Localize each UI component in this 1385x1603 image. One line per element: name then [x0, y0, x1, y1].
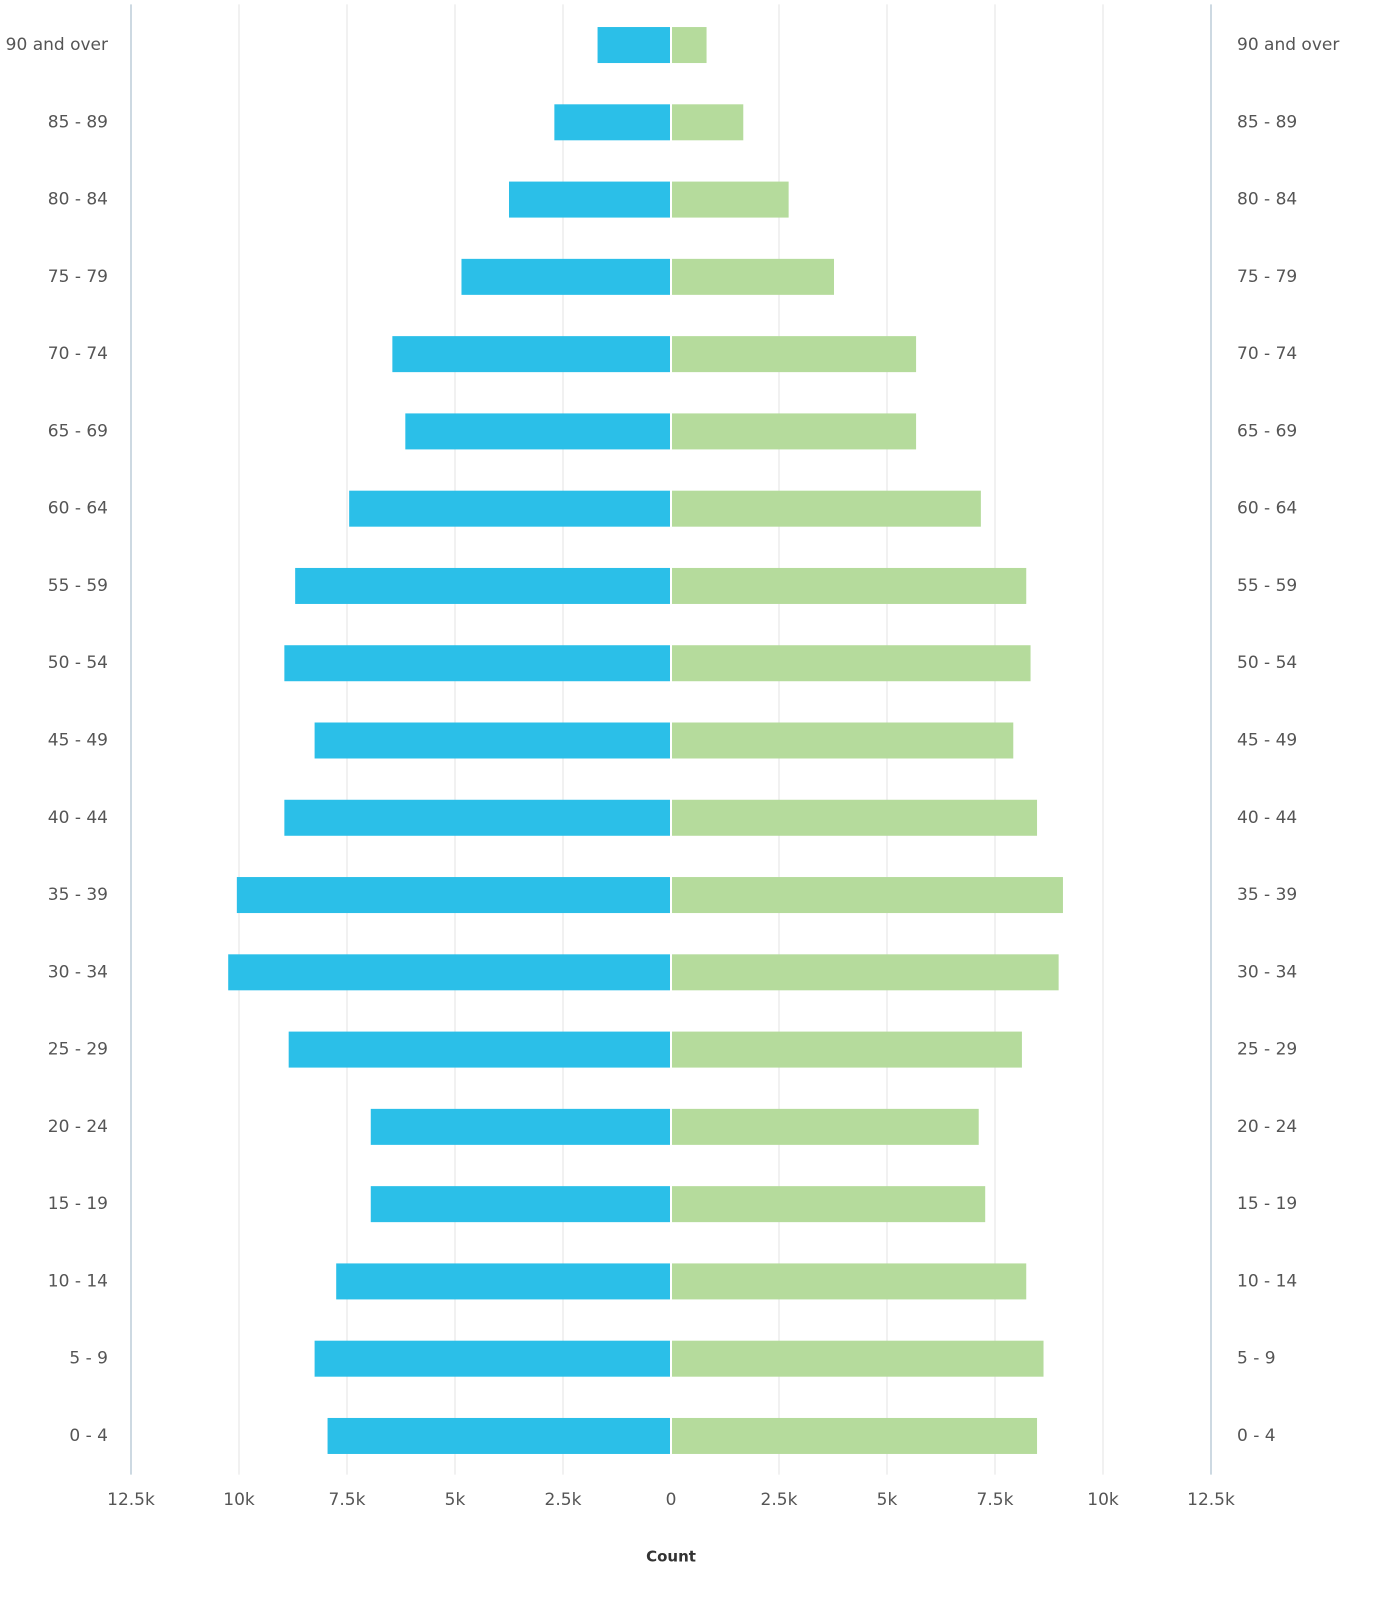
y-tick-label: 5 - 9	[69, 1349, 108, 1369]
x-axis-label: Count	[646, 1548, 696, 1566]
bar	[672, 413, 917, 450]
bar	[672, 877, 1063, 914]
x-tick-label: 2.5k	[761, 1490, 798, 1510]
bar	[672, 258, 834, 295]
bar	[672, 567, 1027, 604]
y-tick-label: 85 - 89	[1237, 112, 1297, 132]
y-tick-label: 10 - 14	[48, 1271, 108, 1291]
bar	[288, 1031, 670, 1068]
bar	[672, 27, 707, 64]
x-tick-label: 5k	[877, 1490, 898, 1510]
bar	[672, 722, 1014, 759]
x-tick-label: 12.5k	[107, 1490, 155, 1510]
bar	[392, 336, 670, 373]
bar	[672, 1108, 979, 1145]
bar	[336, 1263, 670, 1300]
bar	[314, 722, 670, 759]
bar	[327, 1417, 670, 1454]
bar	[461, 258, 670, 295]
y-tick-label: 25 - 29	[48, 1040, 108, 1060]
bar	[314, 1340, 670, 1377]
y-tick-label: 0 - 4	[69, 1426, 108, 1446]
bar	[672, 1417, 1038, 1454]
y-tick-label: 90 and over	[1237, 35, 1339, 55]
x-tick-label: 7.5k	[977, 1490, 1014, 1510]
bar	[672, 954, 1059, 991]
x-tick-label: 0	[666, 1490, 677, 1510]
bar	[672, 181, 789, 218]
x-tick-label: 10k	[223, 1490, 255, 1510]
y-tick-label: 25 - 29	[1237, 1040, 1297, 1060]
bar	[597, 27, 670, 64]
bar	[405, 413, 670, 450]
y-tick-label: 65 - 69	[48, 421, 108, 441]
y-tick-label: 10 - 14	[1237, 1271, 1297, 1291]
y-tick-label: 35 - 39	[48, 885, 108, 905]
y-tick-label: 40 - 44	[1237, 808, 1297, 828]
y-tick-label: 55 - 59	[48, 576, 108, 596]
y-tick-label: 85 - 89	[48, 112, 108, 132]
y-tick-label: 50 - 54	[1237, 653, 1297, 673]
bar	[284, 645, 670, 682]
y-tick-label: 90 and over	[6, 35, 108, 55]
y-tick-label: 45 - 49	[1237, 731, 1297, 751]
bar	[672, 645, 1031, 682]
bar	[236, 877, 670, 914]
y-tick-label: 75 - 79	[48, 267, 108, 287]
bar	[284, 799, 670, 836]
bar	[672, 104, 744, 141]
bar	[554, 104, 670, 141]
bar	[672, 1263, 1027, 1300]
y-tick-label: 60 - 64	[1237, 499, 1297, 519]
y-tick-label: 80 - 84	[1237, 190, 1297, 210]
bar	[672, 1031, 1022, 1068]
y-tick-label: 0 - 4	[1237, 1426, 1276, 1446]
x-tick-label: 2.5k	[545, 1490, 582, 1510]
y-tick-label: 65 - 69	[1237, 421, 1297, 441]
y-tick-label: 20 - 24	[1237, 1117, 1297, 1137]
bar	[672, 336, 917, 373]
bar	[509, 181, 670, 218]
y-tick-label: 50 - 54	[48, 653, 108, 673]
y-tick-label: 60 - 64	[48, 499, 108, 519]
bar	[370, 1108, 670, 1145]
x-tick-label: 10k	[1087, 1490, 1119, 1510]
y-tick-label: 80 - 84	[48, 190, 108, 210]
x-tick-label: 12.5k	[1187, 1490, 1235, 1510]
y-tick-label: 30 - 34	[1237, 962, 1297, 982]
x-tick-label: 5k	[445, 1490, 466, 1510]
bar	[672, 1340, 1044, 1377]
y-tick-label: 15 - 19	[1237, 1194, 1297, 1214]
x-tick-label: 7.5k	[329, 1490, 366, 1510]
y-tick-label: 15 - 19	[48, 1194, 108, 1214]
bar	[672, 799, 1038, 836]
y-tick-label: 35 - 39	[1237, 885, 1297, 905]
y-tick-label: 75 - 79	[1237, 267, 1297, 287]
bar	[672, 490, 981, 527]
y-tick-label: 70 - 74	[48, 344, 108, 364]
y-tick-label: 40 - 44	[48, 808, 108, 828]
y-tick-label: 20 - 24	[48, 1117, 108, 1137]
bar	[672, 1186, 986, 1223]
bar	[228, 954, 670, 991]
y-tick-label: 55 - 59	[1237, 576, 1297, 596]
y-tick-label: 45 - 49	[48, 731, 108, 751]
y-tick-label: 5 - 9	[1237, 1349, 1276, 1369]
y-tick-label: 70 - 74	[1237, 344, 1297, 364]
bar	[295, 567, 670, 604]
bar	[349, 490, 670, 527]
bar	[370, 1186, 670, 1223]
y-tick-label: 30 - 34	[48, 962, 108, 982]
